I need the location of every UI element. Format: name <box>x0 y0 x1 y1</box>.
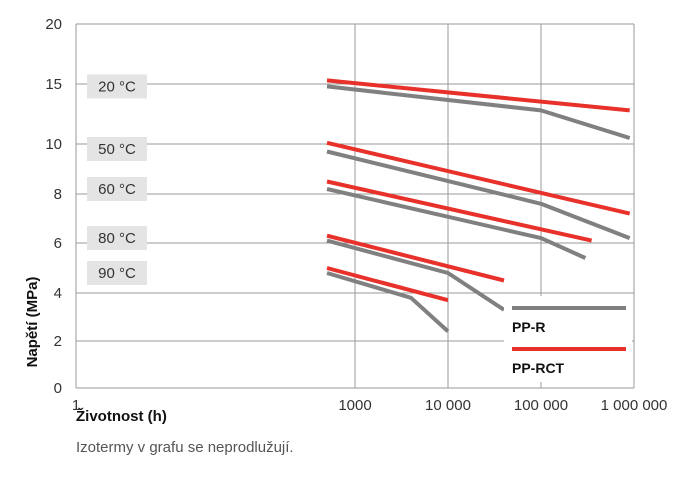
y-axis-title: Napětí (MPa) <box>24 277 41 368</box>
temperature-label-text: 90 °C <box>98 265 136 282</box>
temperature-label: 20 °C <box>87 74 147 99</box>
temperature-label-bg <box>87 177 147 201</box>
pp-r-line-20c <box>326 84 631 140</box>
pp-r-line-80c <box>326 238 506 312</box>
y-axis-ticks: 0 2 4 6 8 10 15 20 <box>45 16 62 397</box>
y-tick-label: 15 <box>45 76 62 93</box>
x-tick-label: 10 000 <box>425 397 471 414</box>
temperature-label: 50 °C <box>87 137 147 161</box>
legend-label: PP-RCT <box>512 360 565 376</box>
footnote: Izotermy v grafu se neprodlužují. <box>76 439 294 456</box>
pp-rct-line-90c <box>326 266 449 303</box>
temperature-label-text: 50 °C <box>98 141 136 158</box>
y-tick-label: 6 <box>54 235 62 252</box>
pp-rct-line-50c <box>326 140 631 216</box>
temperature-label: 80 °C <box>87 226 147 251</box>
pp-r-line-60c <box>326 187 587 260</box>
legend-label: PP-R <box>512 319 545 335</box>
y-tick-label: 8 <box>54 186 62 203</box>
x-tick-label: 1 000 000 <box>601 397 668 414</box>
temperature-label-bg <box>87 74 147 99</box>
temperature-label: 90 °C <box>87 261 147 285</box>
legend-box <box>504 296 632 382</box>
y-tick-label: 2 <box>54 333 62 350</box>
x-axis-title: Životnost (h) <box>76 408 167 425</box>
pp-rct-line-20c <box>326 78 630 113</box>
x-axis-ticks: 1 1000 10 000 100 000 1 000 000 <box>72 397 668 414</box>
y-tick-label: 20 <box>45 16 62 33</box>
x-tick-label: 100 000 <box>514 397 568 414</box>
temperature-label-text: 20 °C <box>98 78 136 95</box>
pp-r-line-90c <box>326 271 450 333</box>
temperature-labels: 20 °C 50 °C 60 °C 80 °C 90 °C <box>87 74 147 285</box>
temperature-label-bg <box>87 137 147 161</box>
series-lines <box>326 78 631 333</box>
temperature-label-text: 80 °C <box>98 230 136 247</box>
temperature-label-bg <box>87 226 147 251</box>
y-tick-label: 4 <box>54 285 62 302</box>
y-tick-label: 10 <box>45 136 62 153</box>
legend: PP-R PP-RCT <box>504 296 632 382</box>
y-tick-label: 0 <box>54 380 62 397</box>
temperature-label-bg <box>87 261 147 285</box>
temperature-label-text: 60 °C <box>98 181 136 198</box>
pp-rct-line-80c <box>326 233 505 283</box>
x-tick-label: 1000 <box>338 397 371 414</box>
temperature-label: 60 °C <box>87 177 147 201</box>
pp-rct-line-60c <box>326 179 593 243</box>
pp-r-line-50c <box>326 149 631 240</box>
x-tick-label: 1 <box>72 397 80 414</box>
